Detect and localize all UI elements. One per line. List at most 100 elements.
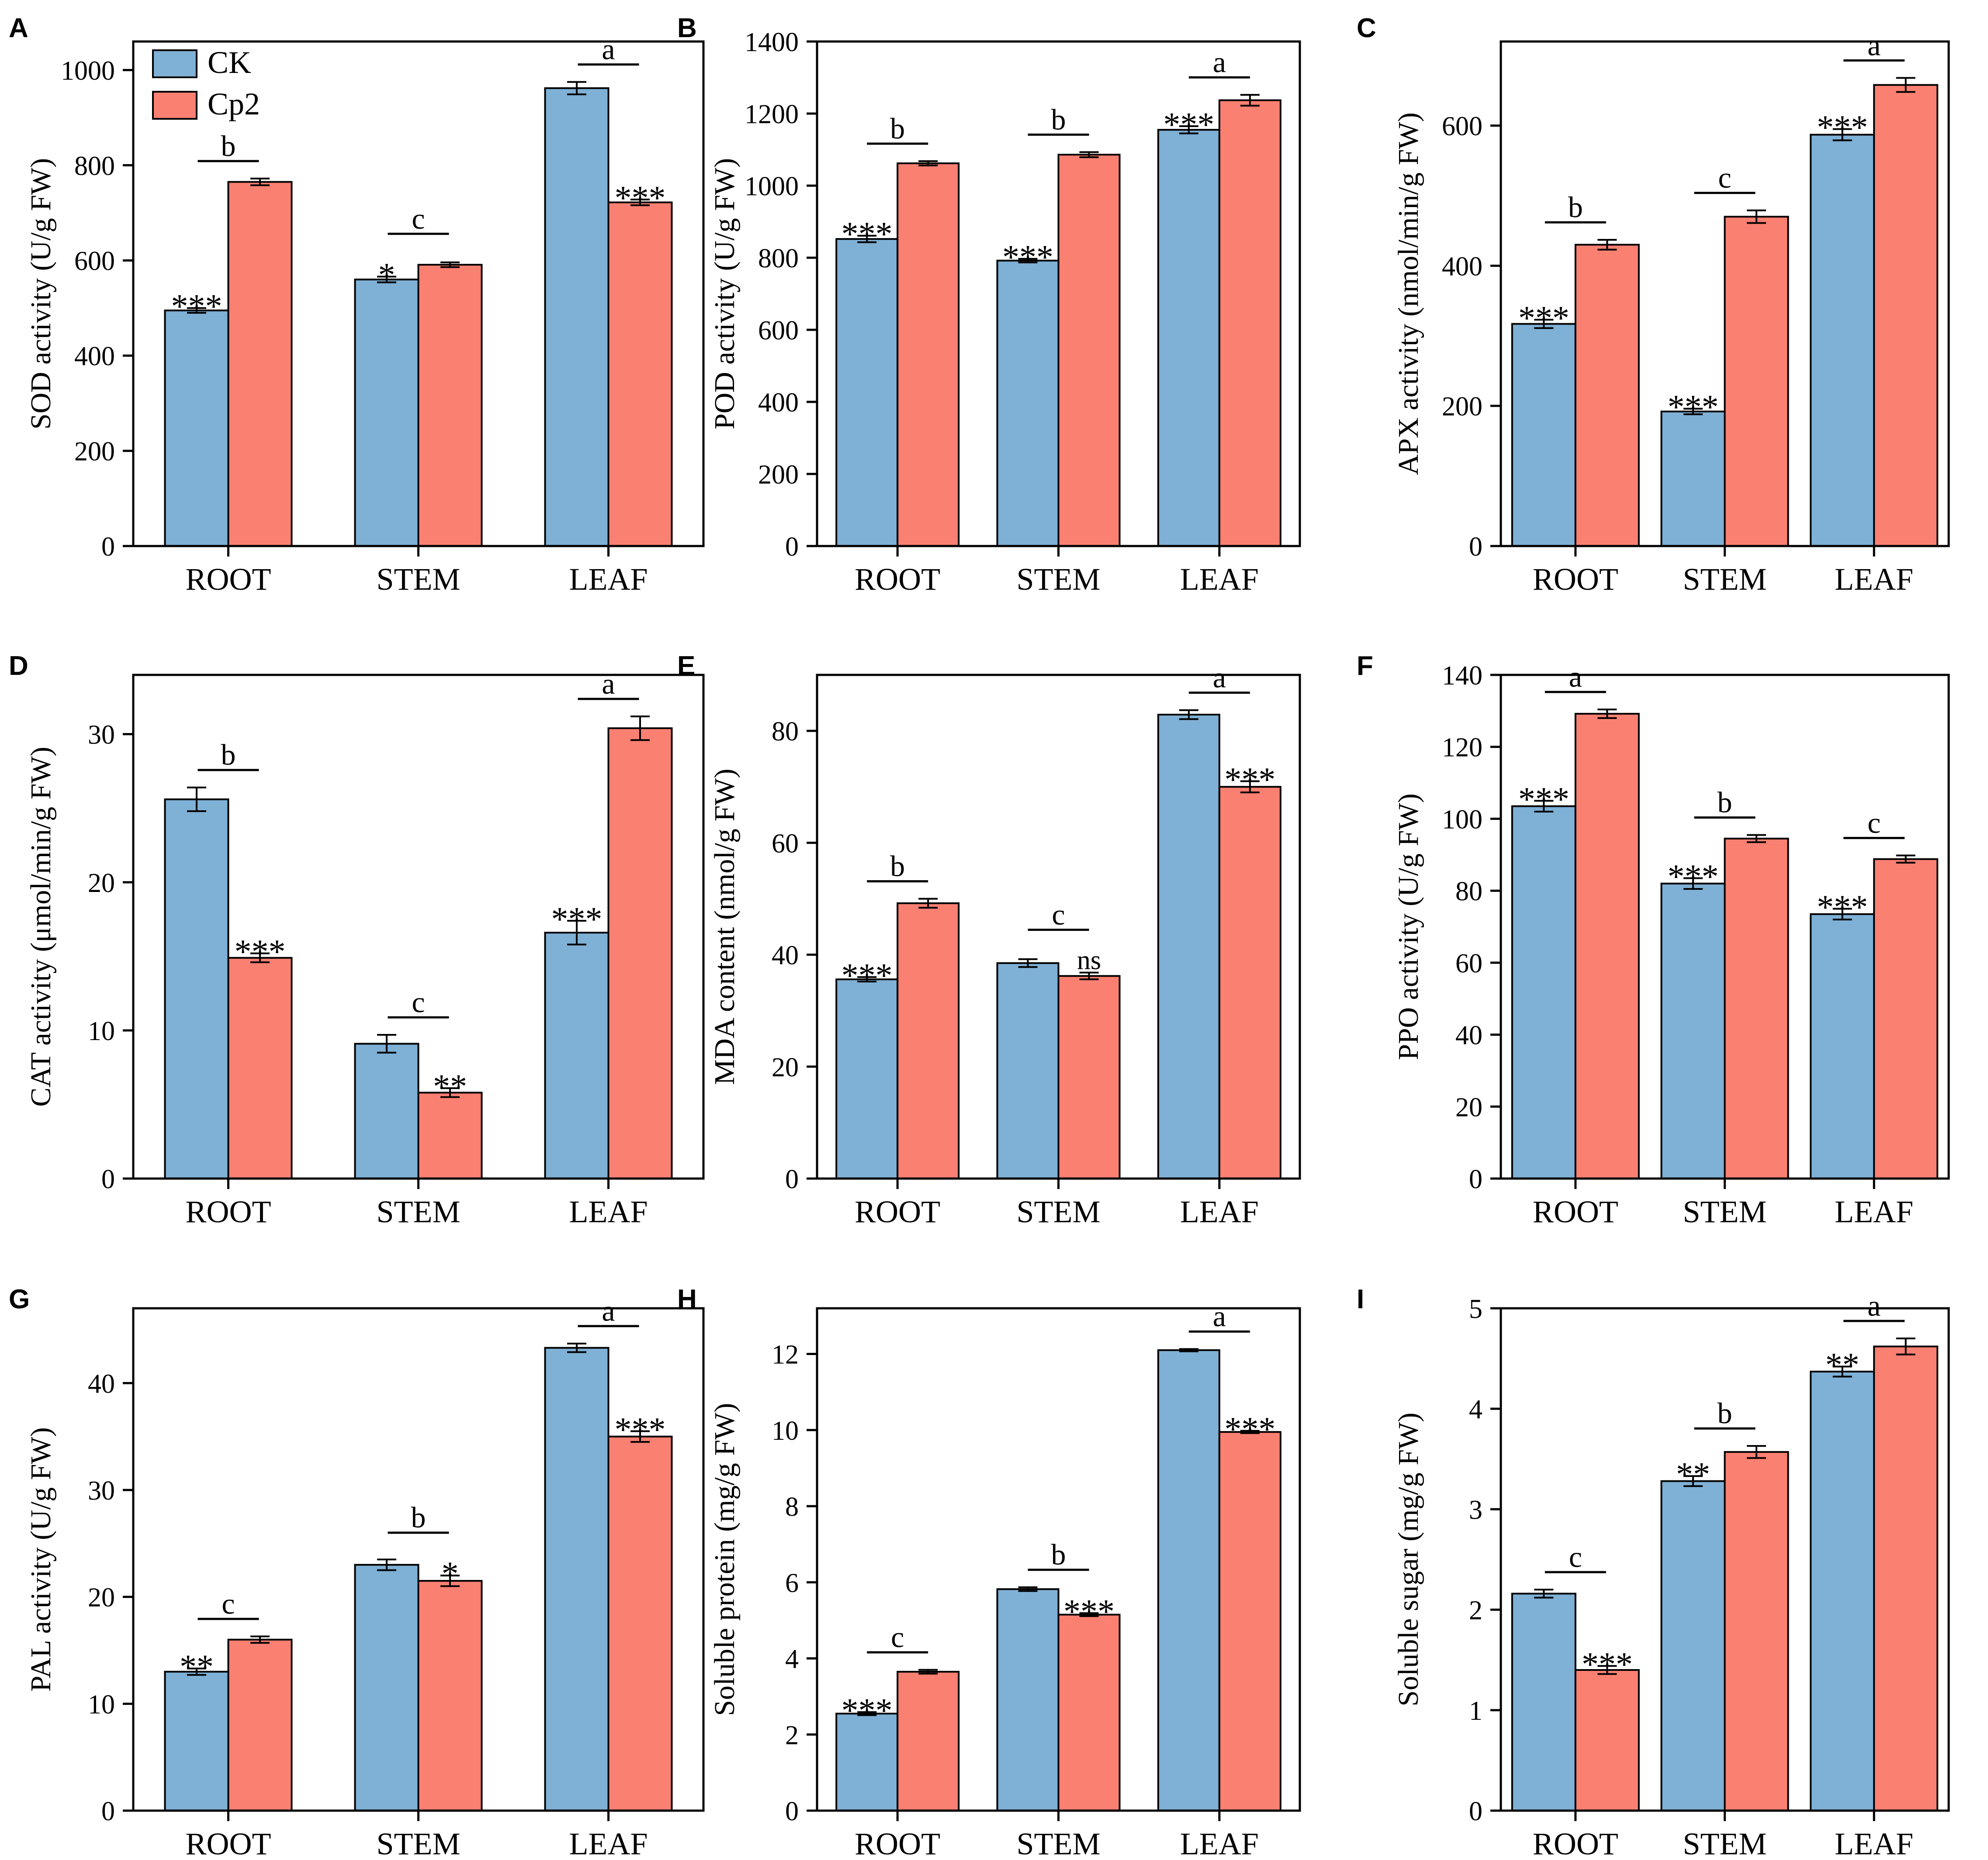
y-tick-label: 4 — [785, 1645, 799, 1674]
significance-mark: ** — [1825, 1345, 1860, 1383]
group-letter: c — [412, 985, 425, 1019]
plot-frame — [132, 1307, 705, 1812]
y-tick-label: 1000 — [61, 56, 115, 86]
x-tick-label-leaf: LEAF — [1835, 1194, 1913, 1229]
x-tick-label-stem: STEM — [1683, 562, 1766, 597]
legend-label-ck: CK — [208, 45, 251, 80]
significance-mark: *** — [1224, 1410, 1275, 1448]
y-tick-label: 10 — [88, 1016, 115, 1046]
significance-mark: *** — [842, 215, 893, 253]
y-tick-label: 20 — [1455, 1092, 1482, 1122]
significance-mark: *** — [1518, 299, 1569, 337]
significance-mark: *** — [615, 179, 666, 217]
y-tick-label: 0 — [1469, 1797, 1482, 1826]
group-letter: b — [411, 1501, 426, 1534]
plot-frame — [1500, 1307, 1950, 1812]
bar-cp2-leaf — [1218, 1431, 1281, 1812]
panel-f: F PPO activity (U/g FW) 0 20 40 60 80 100 120 140… — [1357, 651, 1950, 1229]
bar-ck-stem — [354, 1564, 419, 1812]
x-tick-label-stem: STEM — [376, 562, 460, 597]
y-tick-label: 200 — [74, 437, 115, 467]
y-tick-label: 0 — [1469, 532, 1482, 562]
significance-mark: *** — [1518, 780, 1569, 818]
plot-frame — [132, 674, 705, 1180]
x-tick-label-root: ROOT — [1533, 1826, 1618, 1860]
x-tick-label-root: ROOT — [855, 1826, 940, 1860]
y-tick-label: 30 — [88, 1476, 115, 1506]
plot-frame — [1500, 40, 1950, 547]
x-tick-label-root: ROOT — [186, 1826, 271, 1860]
significance-mark: *** — [1163, 105, 1214, 143]
y-axis-label: PPO activity (U/g FW) — [1392, 793, 1424, 1060]
y-tick-label: 0 — [101, 532, 115, 562]
bar-cp2-stem — [1057, 975, 1121, 1179]
panel-label: E — [677, 651, 695, 681]
bar-ck-leaf — [1810, 1370, 1875, 1812]
y-tick-label: 0 — [785, 532, 799, 562]
group-letter: c — [891, 1621, 904, 1654]
x-tick-label-stem: STEM — [1683, 1194, 1766, 1229]
significance-mark: *** — [842, 956, 893, 994]
y-tick-label: 3 — [1469, 1495, 1482, 1525]
bar-cp2-stem — [1724, 1451, 1789, 1812]
x-tick-label-root: ROOT — [855, 562, 940, 597]
legend-label-cp2: Cp2 — [208, 86, 260, 121]
y-tick-label: 800 — [74, 151, 115, 181]
bar-cp2-leaf — [607, 727, 673, 1179]
bar-cp2-root — [227, 1639, 293, 1812]
y-tick-label: 1000 — [745, 172, 799, 201]
bar-cp2-root — [1574, 712, 1640, 1179]
significance-mark: *** — [1817, 108, 1868, 146]
group-letter: c — [222, 1587, 235, 1620]
significance-mark: *** — [1063, 1592, 1115, 1630]
group-letter: a — [1569, 660, 1582, 693]
bar-cp2-root — [227, 181, 293, 547]
y-tick-label: 2 — [785, 1721, 799, 1750]
y-tick-label: 12 — [772, 1340, 799, 1370]
significance-mark: *** — [1002, 238, 1053, 276]
bar-cp2-root — [227, 957, 293, 1179]
y-axis-label: Soluble sugar (mg/g FW) — [1392, 1413, 1424, 1707]
y-tick-label: 1200 — [745, 100, 799, 129]
significance-mark: ns — [1077, 946, 1101, 975]
significance-mark: * — [442, 1555, 459, 1593]
y-tick-label: 120 — [1442, 733, 1482, 763]
y-tick-label: 600 — [1442, 112, 1482, 142]
x-tick-label-leaf: LEAF — [569, 1194, 648, 1229]
x-tick-label-stem: STEM — [1016, 1194, 1100, 1229]
panel-label: F — [1357, 651, 1373, 681]
legend-swatch-ck — [152, 49, 197, 78]
bar-cp2-root — [1574, 244, 1640, 547]
group-letter: b — [1718, 785, 1732, 819]
group-letter: c — [1569, 1540, 1582, 1573]
bar-cp2-leaf — [607, 201, 673, 547]
significance-mark: *** — [551, 900, 603, 938]
bar-ck-root — [1511, 805, 1576, 1179]
bar-ck-leaf — [1157, 1349, 1220, 1812]
panel-label: I — [1357, 1284, 1364, 1314]
panel-label: A — [9, 13, 28, 43]
y-tick-label: 100 — [1442, 805, 1482, 834]
y-tick-label: 60 — [772, 829, 799, 858]
bar-cp2-leaf — [1218, 786, 1281, 1179]
bar-ck-leaf — [1810, 913, 1875, 1180]
y-tick-label: 200 — [758, 460, 799, 490]
group-letter: a — [1213, 1300, 1226, 1333]
group-letter: a — [1213, 45, 1226, 79]
y-tick-label: 40 — [1455, 1021, 1482, 1051]
bar-ck-stem — [1660, 1480, 1726, 1812]
bar-cp2-stem — [1724, 216, 1789, 547]
x-tick-label-leaf: LEAF — [1835, 1826, 1913, 1860]
y-axis-label: CAT activity (μmol/min/g FW) — [25, 747, 57, 1106]
significance-mark: *** — [1224, 760, 1275, 798]
y-tick-label: 200 — [1442, 392, 1482, 422]
bar-cp2-leaf — [1218, 99, 1281, 547]
significance-mark: ** — [180, 1648, 214, 1686]
x-tick-label-root: ROOT — [1533, 1194, 1618, 1229]
x-tick-label-leaf: LEAF — [1835, 562, 1913, 597]
x-tick-label-leaf: LEAF — [1180, 562, 1259, 597]
group-letter: a — [1867, 28, 1881, 62]
y-tick-label: 40 — [88, 1369, 115, 1399]
significance-mark: *** — [615, 1410, 666, 1448]
y-tick-label: 140 — [1442, 661, 1482, 691]
